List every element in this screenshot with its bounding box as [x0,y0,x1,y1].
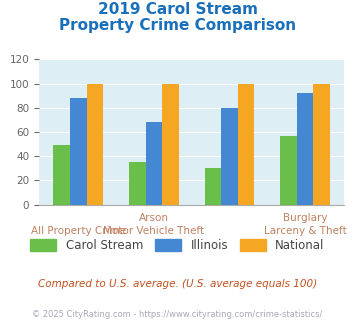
Text: All Property Crime: All Property Crime [31,226,126,236]
Text: 2019 Carol Stream: 2019 Carol Stream [98,2,257,16]
Bar [297,93,313,205]
Legend: Carol Stream, Illinois, National: Carol Stream, Illinois, National [31,239,324,251]
Text: Compared to U.S. average. (U.S. average equals 100): Compared to U.S. average. (U.S. average … [38,279,317,289]
Bar [204,168,221,205]
Text: © 2025 CityRating.com - https://www.cityrating.com/crime-statistics/: © 2025 CityRating.com - https://www.city… [32,310,323,319]
Text: Motor Vehicle Theft: Motor Vehicle Theft [103,226,204,236]
Bar [146,122,162,205]
Text: Arson: Arson [139,213,169,223]
Bar [53,145,70,205]
Bar [87,83,103,205]
Bar [162,83,179,205]
Text: Burglary: Burglary [283,213,327,223]
Text: Property Crime Comparison: Property Crime Comparison [59,18,296,33]
Bar [70,98,87,205]
Bar [238,83,255,205]
Bar [129,162,146,205]
Bar [280,136,297,205]
Bar [313,83,330,205]
Text: Larceny & Theft: Larceny & Theft [264,226,346,236]
Bar [221,108,238,205]
